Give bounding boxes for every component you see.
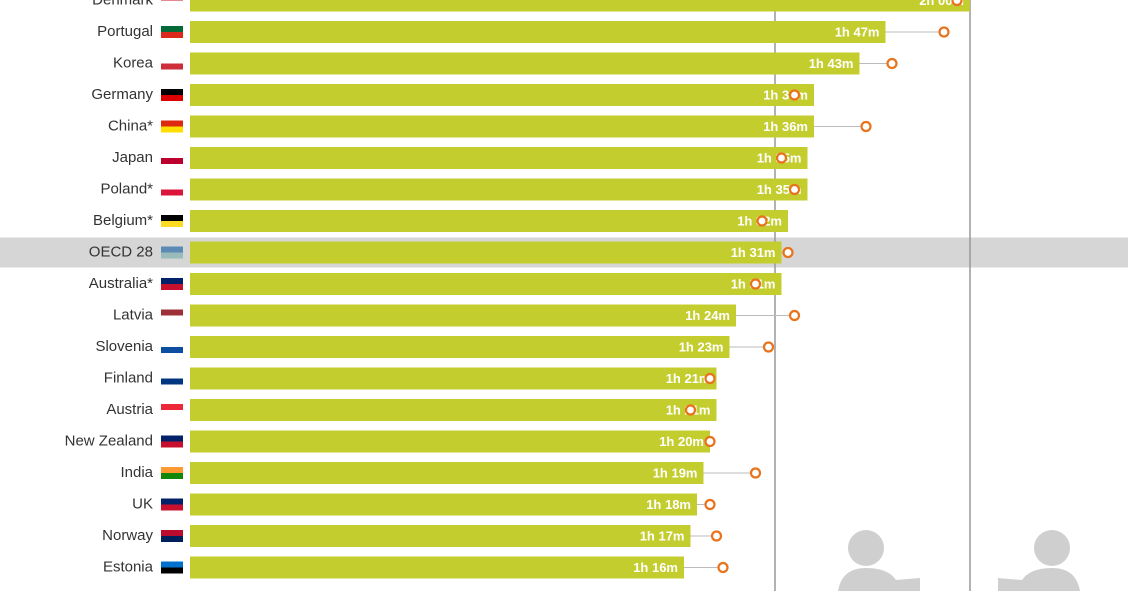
value-label: 1h 16m xyxy=(633,560,678,575)
marker xyxy=(762,341,775,353)
category-label: India xyxy=(120,464,153,481)
value-label: 1h 36m xyxy=(763,87,808,102)
bar xyxy=(190,556,684,579)
flag xyxy=(161,252,183,259)
category-label: Germany xyxy=(91,86,153,103)
marker xyxy=(775,152,788,164)
value-label: 1h 36m xyxy=(763,119,808,134)
category-label: Finland xyxy=(104,369,153,386)
value-label: 1h 18m xyxy=(646,497,691,512)
flag xyxy=(161,221,183,227)
bar xyxy=(190,210,788,232)
bar xyxy=(190,304,736,327)
flag xyxy=(161,95,183,101)
category-label: OECD 28 xyxy=(89,243,153,260)
category-label: Portugal xyxy=(97,23,153,40)
category-label: Slovenia xyxy=(95,338,153,355)
category-label: Norway xyxy=(102,527,153,544)
bar xyxy=(190,430,710,453)
bar xyxy=(190,525,691,547)
value-label: 1h 47m xyxy=(835,24,880,39)
category-label: UK xyxy=(132,495,153,512)
category-label: New Zealand xyxy=(65,432,153,449)
category-label: Japan xyxy=(112,149,153,166)
value-label: 1h 23m xyxy=(679,339,724,354)
flag xyxy=(161,536,183,542)
bar xyxy=(190,178,808,201)
flag xyxy=(161,189,183,196)
bar xyxy=(190,147,808,169)
bar xyxy=(190,21,886,43)
marker xyxy=(704,498,716,511)
bar xyxy=(190,115,814,138)
flag xyxy=(161,126,183,133)
value-label: 1h 20m xyxy=(659,434,704,449)
marker xyxy=(788,89,801,101)
category-label: Belgium* xyxy=(93,212,153,229)
flag xyxy=(161,32,183,38)
bar xyxy=(190,367,717,390)
category-label: Australia* xyxy=(89,275,153,292)
bar xyxy=(190,0,970,12)
flag xyxy=(161,378,183,385)
value-label: 1h 19m xyxy=(653,465,698,480)
bar xyxy=(190,273,782,295)
flag xyxy=(161,158,183,164)
marker xyxy=(788,183,801,196)
flag xyxy=(161,315,183,322)
marker xyxy=(684,404,697,416)
flag xyxy=(161,410,183,416)
marker xyxy=(717,561,729,574)
category-label: Austria xyxy=(106,401,153,418)
marker xyxy=(938,26,950,38)
flag xyxy=(161,347,183,353)
value-label: 2h 00m xyxy=(919,0,964,8)
value-label: 1h 24m xyxy=(685,308,730,323)
bar xyxy=(190,241,782,264)
flag xyxy=(161,504,183,511)
bar xyxy=(190,336,730,358)
marker xyxy=(749,278,762,290)
value-label: 1h 43m xyxy=(809,56,854,71)
category-label: Korea xyxy=(113,54,154,71)
flag xyxy=(161,473,183,479)
category-label: Latvia xyxy=(113,306,154,323)
decoration xyxy=(838,530,1080,591)
category-label: Denmark xyxy=(92,0,153,8)
bar xyxy=(190,462,704,484)
marker xyxy=(788,309,801,322)
marker xyxy=(782,246,794,259)
marker xyxy=(704,435,716,448)
value-label: 1h 17m xyxy=(640,528,685,543)
marker xyxy=(710,530,723,542)
value-label: 1h 21m xyxy=(666,371,711,386)
flag xyxy=(161,567,183,574)
flag xyxy=(161,63,183,70)
flag xyxy=(161,441,183,448)
flag xyxy=(161,284,183,290)
marker xyxy=(756,215,768,227)
bar xyxy=(190,52,860,75)
marker xyxy=(704,372,716,385)
marker xyxy=(749,467,762,479)
value-label: 1h 31m xyxy=(731,245,776,260)
category-label: Estonia xyxy=(103,558,154,575)
category-label: Poland* xyxy=(100,180,153,197)
flag xyxy=(161,0,183,7)
bar xyxy=(190,493,697,516)
bar xyxy=(190,84,814,106)
marker xyxy=(860,120,872,133)
marker xyxy=(951,0,963,7)
marker xyxy=(886,57,898,70)
bar xyxy=(190,399,717,421)
category-label: China* xyxy=(108,117,153,134)
